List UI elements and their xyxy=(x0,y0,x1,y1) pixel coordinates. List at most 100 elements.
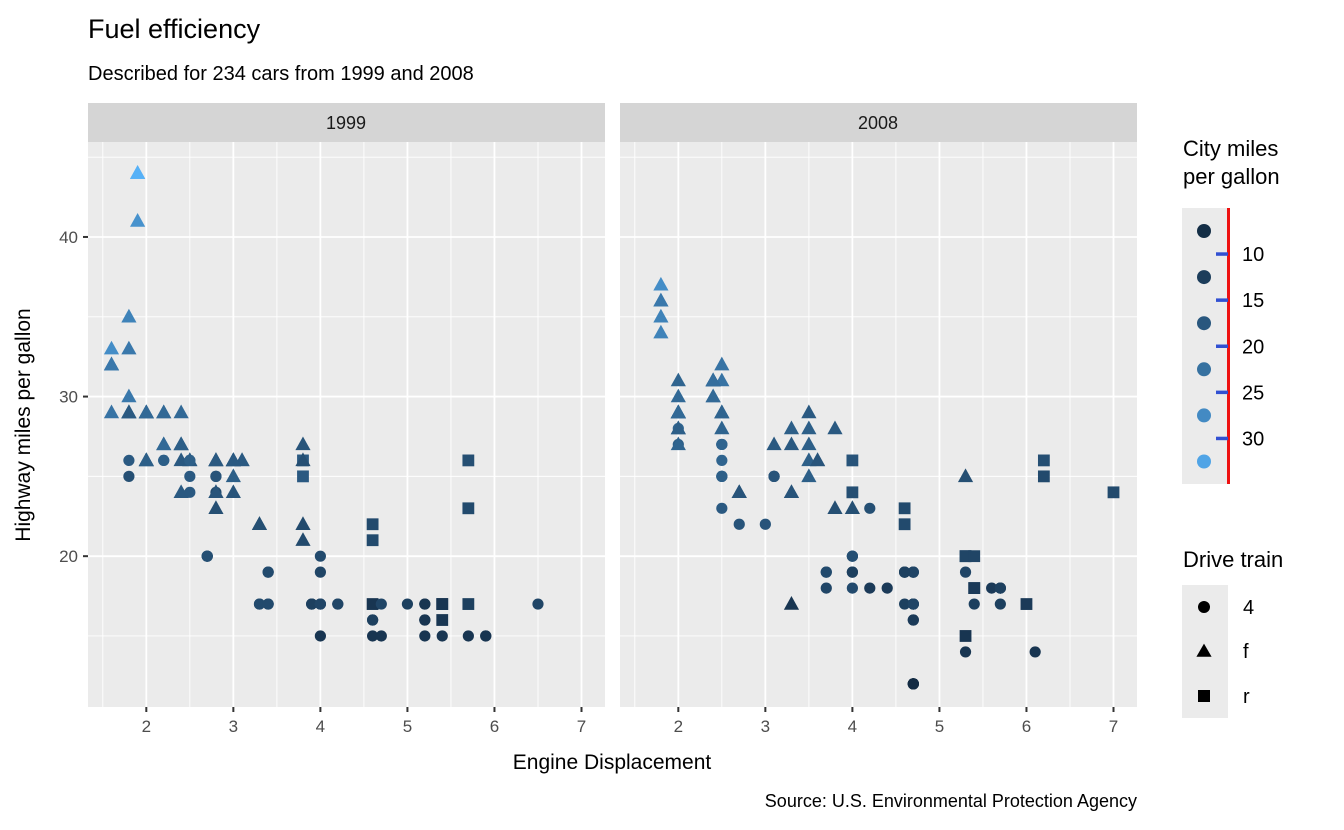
x-tick-label: 4 xyxy=(848,717,857,736)
data-point-triangle xyxy=(295,452,311,467)
data-point-circle xyxy=(716,438,728,451)
data-point-circle xyxy=(820,582,832,594)
panel-2008 xyxy=(620,142,1137,707)
color-legend-key-circle xyxy=(1197,362,1211,377)
data-point-triangle xyxy=(731,484,747,499)
data-point-triangle xyxy=(295,516,311,530)
data-point-triangle xyxy=(714,404,730,419)
data-point-triangle xyxy=(103,404,120,419)
chart-title: Fuel efficiency xyxy=(88,14,261,44)
color-legend-break-label: 30 xyxy=(1242,428,1264,450)
data-point-circle xyxy=(184,470,196,482)
data-point-triangle xyxy=(670,388,686,403)
data-point-square xyxy=(1037,454,1050,467)
data-point-square xyxy=(297,470,309,483)
data-point-circle xyxy=(994,598,1006,610)
color-legend-keys: 10 15 20 25 30 xyxy=(1197,224,1264,469)
data-point-triangle xyxy=(103,340,120,355)
data-point-triangle xyxy=(225,468,241,483)
data-point-triangle xyxy=(130,165,146,179)
color-legend-key-circle xyxy=(1197,408,1211,423)
data-point-circle xyxy=(158,454,170,467)
data-point-circle xyxy=(262,598,274,610)
data-point-triangle xyxy=(103,356,120,371)
data-point-circle xyxy=(367,630,379,642)
data-point-triangle xyxy=(827,420,843,435)
y-tick-label: 20 xyxy=(59,547,78,566)
data-point-circle xyxy=(532,598,544,610)
data-point-circle xyxy=(846,582,858,594)
data-point-triangle xyxy=(670,420,686,435)
x-tick-label: 6 xyxy=(1022,717,1031,736)
data-point-triangle xyxy=(670,372,686,387)
data-point-circle xyxy=(907,678,919,690)
x-tick-label: 5 xyxy=(403,717,412,736)
data-point-circle xyxy=(820,566,832,578)
y-tick-label: 40 xyxy=(59,228,78,247)
data-point-circle xyxy=(907,614,919,626)
data-point-square xyxy=(366,518,379,531)
data-point-triangle xyxy=(208,500,224,514)
facet-panels xyxy=(88,142,1137,707)
data-point-triangle xyxy=(121,308,137,323)
data-point-circle xyxy=(986,582,998,594)
data-point-circle xyxy=(768,470,780,482)
data-point-circle xyxy=(864,582,876,594)
data-point-circle xyxy=(759,518,771,530)
scatter-points xyxy=(103,165,1120,690)
color-legend-break-label: 15 xyxy=(1242,290,1264,312)
data-point-circle xyxy=(375,598,387,610)
data-point-circle xyxy=(210,470,222,482)
data-point-triangle xyxy=(801,420,817,435)
color-legend-title-line1: City miles xyxy=(1183,136,1278,161)
color-legend-key-circle xyxy=(1197,224,1211,238)
x-tick-label: 7 xyxy=(1109,717,1118,736)
data-point-triangle xyxy=(121,388,137,403)
strip-label-2008: 2008 xyxy=(858,113,898,133)
strip-2008 xyxy=(620,103,1137,142)
data-point-triangle xyxy=(225,452,241,467)
data-point-triangle xyxy=(714,356,730,371)
color-legend-break-label: 20 xyxy=(1242,336,1264,358)
data-point-triangle xyxy=(653,292,669,307)
data-point-triangle xyxy=(121,404,137,419)
data-point-circle xyxy=(201,550,213,562)
drivetrain-circle-icon xyxy=(1198,601,1210,613)
data-point-triangle xyxy=(138,452,154,467)
data-point-triangle xyxy=(714,420,730,435)
data-point-triangle xyxy=(783,420,800,435)
data-point-triangle xyxy=(783,484,800,499)
color-legend-break-label: 25 xyxy=(1242,382,1264,404)
data-point-circle xyxy=(907,598,919,610)
data-point-triangle xyxy=(801,436,817,451)
data-point-circle xyxy=(419,598,431,610)
data-point-circle xyxy=(881,582,893,594)
data-point-square xyxy=(1107,486,1120,499)
data-point-triangle xyxy=(173,404,189,419)
data-point-triangle xyxy=(705,372,721,387)
y-axis-title: Highway miles per gallon xyxy=(12,308,35,541)
data-point-triangle xyxy=(670,404,686,419)
data-point-circle xyxy=(314,598,326,610)
data-point-triangle xyxy=(809,452,826,467)
data-point-circle xyxy=(262,566,274,578)
data-point-square xyxy=(462,598,475,610)
data-point-circle xyxy=(846,550,858,562)
x-tick-label: 2 xyxy=(674,717,683,736)
data-point-triangle xyxy=(766,436,782,451)
data-point-circle xyxy=(462,630,474,642)
data-point-circle xyxy=(332,598,344,610)
data-point-triangle xyxy=(173,436,189,451)
data-point-triangle xyxy=(827,500,843,514)
chart-subtitle: Described for 234 cars from 1999 and 200… xyxy=(88,63,474,85)
x-tick-label: 7 xyxy=(577,717,586,736)
strip-1999 xyxy=(88,103,605,142)
data-point-triangle xyxy=(138,404,154,419)
data-point-circle xyxy=(968,598,980,610)
data-point-triangle xyxy=(208,452,224,467)
data-point-square xyxy=(898,518,911,531)
data-point-circle xyxy=(959,566,972,578)
data-point-circle xyxy=(306,598,318,610)
color-legend: City miles per gallon 10 15 20 25 30 xyxy=(1182,136,1280,484)
